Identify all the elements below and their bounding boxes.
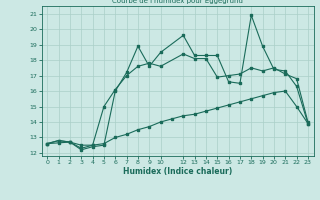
X-axis label: Humidex (Indice chaleur): Humidex (Indice chaleur) — [123, 167, 232, 176]
Title: Courbe de l'humidex pour Eggegrund: Courbe de l'humidex pour Eggegrund — [112, 0, 243, 4]
